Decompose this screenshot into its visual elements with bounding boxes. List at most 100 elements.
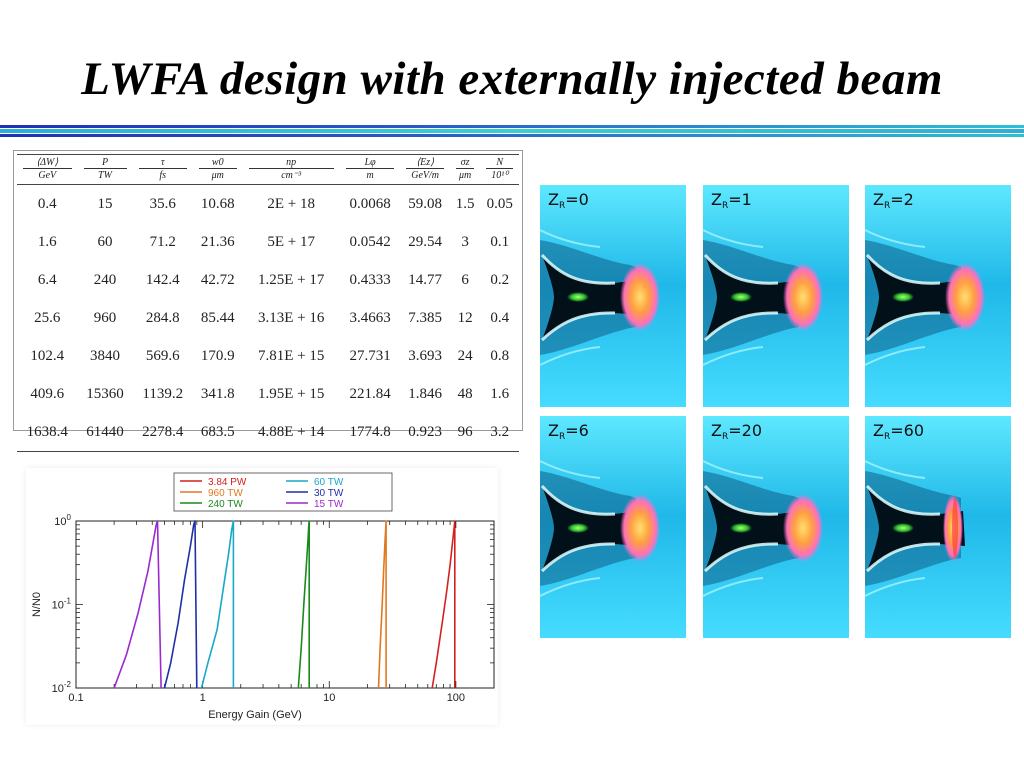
- table-cell: 1.95E + 15: [257, 385, 325, 402]
- table-cell: 960: [93, 309, 117, 326]
- table-row: 0.4 15 35.6 10.68 2E + 18 0.0068 59.08 1.5 0.05: [17, 185, 519, 224]
- table-row: 102.4 3840 569.6 170.9 7.81E + 15 27.731 3.693…: [17, 337, 519, 375]
- header-denominator: 10¹⁰: [491, 170, 509, 181]
- table-cell: 170.9: [200, 347, 235, 364]
- table-cell: 2278.4: [132, 413, 193, 452]
- header-numerator: Lφ: [345, 157, 395, 169]
- header-denominator: m: [366, 170, 374, 181]
- zr-label: ZR=6: [548, 421, 589, 442]
- wakefield-panel: ZR=2: [865, 185, 1011, 407]
- table-cell: 0.05: [486, 195, 513, 212]
- x-tick-label: 100: [447, 692, 465, 704]
- table-cell: 71.2: [149, 233, 176, 250]
- table-cell: 15: [97, 195, 113, 212]
- legend-label: 15 TW: [314, 499, 344, 510]
- table-row: 1638.4 61440 2278.4 683.5 4.88E + 14 1774.8 0.…: [17, 413, 519, 452]
- table-cell: 27.731: [349, 347, 391, 364]
- wakefield-panel: ZR=60: [865, 416, 1011, 638]
- title-divider: [0, 125, 1024, 138]
- energy-spectrum-chart: 0.1 1 10 100 10-2 10-1 100 Energy Gain (GeV) N/N…: [26, 468, 498, 725]
- table-header-cell: Lφ m: [339, 154, 401, 185]
- table-cell: 1.5: [455, 195, 475, 212]
- header-numerator: P: [83, 157, 127, 169]
- header-numerator: τ: [138, 157, 187, 169]
- parameter-table: ⟨ΔW⟩ GeV P TW τ fs w0 μm np cm⁻³ Lφ m ⟨Ez⟩ GeV/m σz μm N…: [17, 154, 519, 452]
- table-cell: 0.0068: [349, 195, 391, 212]
- table-cell: 3.4663: [349, 309, 391, 326]
- zr-label: ZR=20: [711, 421, 762, 442]
- table-header-cell: τ fs: [132, 154, 193, 185]
- table-cell: 1.25E + 17: [257, 271, 325, 288]
- series-line-3.84-pw: [431, 520, 456, 689]
- header-numerator: np: [248, 157, 334, 169]
- table-cell: 3: [461, 233, 469, 250]
- wakefield-image: [865, 416, 1011, 638]
- table-cell: 14.77: [408, 271, 442, 288]
- x-tick-label: 10: [323, 692, 335, 704]
- table-cell: 1774.8: [339, 413, 401, 452]
- table-cell: 0.8: [490, 347, 510, 364]
- header-denominator: TW: [98, 170, 112, 181]
- table-cell: 7.81E + 15: [257, 347, 325, 364]
- table-cell: 1638.4: [17, 413, 78, 452]
- wakefield-image: [865, 185, 1011, 407]
- x-tick-label: 1: [200, 692, 206, 704]
- table-cell: 7.385: [408, 309, 442, 326]
- table-row: 25.6 960 284.8 85.44 3.13E + 16 3.4663 7.385 12…: [17, 299, 519, 337]
- header-numerator: N: [486, 157, 513, 169]
- x-axis-label: Energy Gain (GeV): [208, 709, 302, 721]
- table-header-row: ⟨ΔW⟩ GeV P TW τ fs w0 μm np cm⁻³ Lφ m ⟨Ez⟩ GeV/m σz μm N…: [17, 154, 519, 185]
- table-cell: 221.84: [349, 385, 391, 402]
- table-cell: 85.44: [200, 309, 235, 326]
- table-cell: 1.6: [37, 233, 57, 250]
- table-row: 6.4 240 142.4 42.72 1.25E + 17 0.4333 14.77 6 0.…: [17, 261, 519, 299]
- table-row: 1.6 60 71.2 21.36 5E + 17 0.0542 29.54 3 0.1: [17, 223, 519, 261]
- series-line-240-tw: [297, 520, 311, 689]
- table-cell: 1.6: [490, 385, 510, 402]
- legend-label: 3.84 PW: [208, 477, 247, 488]
- table-cell: 0.4: [37, 195, 57, 212]
- table-cell: 409.6: [30, 385, 65, 402]
- table-cell: 683.5: [193, 413, 243, 452]
- series-line-60-tw: [200, 520, 235, 689]
- legend-label: 240 TW: [208, 499, 243, 510]
- table-cell: 0.1: [490, 233, 510, 250]
- legend-label: 960 TW: [208, 488, 243, 499]
- table-cell: 1139.2: [142, 385, 184, 402]
- table-cell: 3.693: [408, 347, 442, 364]
- table-header-cell: w0 μm: [193, 154, 243, 185]
- header-denominator: μm: [459, 170, 472, 181]
- table-header-cell: P TW: [77, 154, 133, 185]
- y-tick-label: 10-1: [52, 597, 72, 612]
- table-cell: 3.13E + 16: [257, 309, 325, 326]
- zr-label: ZR=60: [873, 421, 924, 442]
- header-denominator: fs: [159, 170, 167, 181]
- table-cell: 284.8: [145, 309, 180, 326]
- header-denominator: μm: [211, 170, 224, 181]
- header-denominator: GeV: [38, 170, 57, 181]
- table-cell: 0.0542: [349, 233, 391, 250]
- table-header-cell: ⟨Ez⟩ GeV/m: [400, 154, 450, 185]
- header-denominator: cm⁻³: [281, 170, 302, 181]
- header-denominator: GeV/m: [411, 170, 439, 181]
- table-body: 0.4 15 35.6 10.68 2E + 18 0.0068 59.08 1.5 0.05 1…: [17, 185, 519, 452]
- table-cell: 142.4: [145, 271, 180, 288]
- y-tick-label: 10-2: [52, 680, 72, 695]
- table-cell: 96: [449, 413, 481, 452]
- table-cell: 0.4: [490, 309, 510, 326]
- table-cell: 569.6: [145, 347, 180, 364]
- legend-label: 30 TW: [314, 488, 344, 499]
- table-cell: 240: [93, 271, 117, 288]
- table-cell: 6: [461, 271, 469, 288]
- table-cell: 10.68: [200, 195, 235, 212]
- series-line-960-tw: [377, 520, 387, 689]
- x-tick-label: 0.1: [68, 692, 83, 704]
- zr-label: ZR=1: [711, 190, 752, 211]
- table-cell: 1.846: [408, 385, 442, 402]
- header-numerator: σz: [455, 157, 475, 169]
- header-numerator: ⟨ΔW⟩: [23, 157, 72, 169]
- y-axis-label: N/N0: [31, 592, 43, 617]
- table-cell: 15360: [86, 385, 124, 402]
- table-cell: 102.4: [30, 347, 65, 364]
- header-numerator: w0: [199, 157, 237, 169]
